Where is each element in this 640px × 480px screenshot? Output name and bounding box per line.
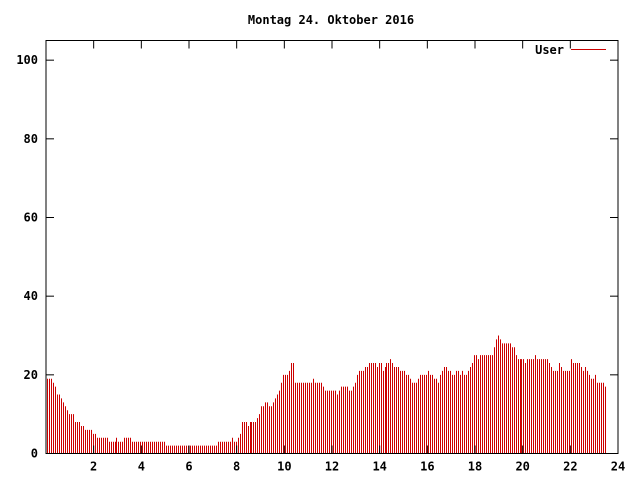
y-tick-label: 60 (24, 211, 38, 225)
x-axis: 2 4 6 8 10 12 14 16 18 20 22 24 (90, 40, 625, 474)
y-axis: 0 20 40 60 80 100 (16, 53, 618, 461)
chart-title: Montag 24. Oktober 2016 (248, 13, 414, 27)
y-tick-label: 20 (24, 368, 38, 382)
y-tick-label: 80 (24, 132, 38, 146)
x-tick-label: 22 (563, 460, 577, 474)
y-tick-label: 0 (31, 447, 38, 461)
x-tick-label: 20 (515, 460, 529, 474)
x-tick-label: 18 (468, 460, 482, 474)
x-tick-label: 16 (420, 460, 434, 474)
legend-label: User (535, 43, 564, 57)
bar-series (47, 335, 606, 454)
x-tick-label: 12 (325, 460, 339, 474)
x-tick-label: 24 (611, 460, 625, 474)
x-tick-label: 10 (277, 460, 291, 474)
y-tick-label: 40 (24, 289, 38, 303)
x-tick-label: 2 (90, 460, 97, 474)
x-tick-label: 4 (138, 460, 145, 474)
x-tick-label: 14 (372, 460, 386, 474)
x-tick-label: 8 (233, 460, 240, 474)
legend: User (535, 43, 606, 57)
x-tick-label: 6 (185, 460, 192, 474)
y-tick-label: 100 (16, 53, 38, 67)
